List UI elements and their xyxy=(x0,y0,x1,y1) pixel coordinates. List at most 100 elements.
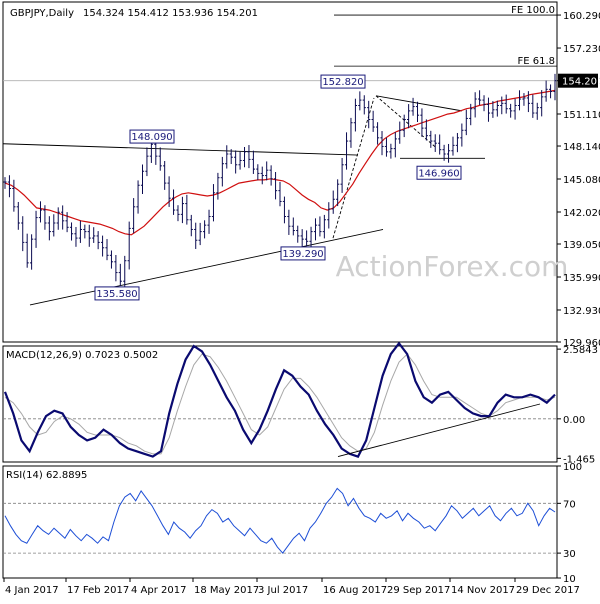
y-tick-label: 142.020 xyxy=(563,208,600,219)
x-tick-label: 17 Feb 2017 xyxy=(67,585,129,596)
price-bar xyxy=(220,156,224,187)
price-bar xyxy=(176,205,180,222)
price-bar xyxy=(242,146,247,168)
price-bar xyxy=(56,207,60,230)
price-bar xyxy=(318,216,322,237)
chart-title: GBPJPY,Daily xyxy=(10,8,74,19)
swing-annotation-label: 152.820 xyxy=(322,77,363,88)
swing-annotation-label: 135.580 xyxy=(96,289,137,300)
price-bar xyxy=(202,220,207,239)
price-bar xyxy=(211,184,216,222)
price-bar xyxy=(260,166,264,185)
price-bar xyxy=(207,209,211,234)
price-bar xyxy=(393,132,397,158)
x-tick-label: 18 May 2017 xyxy=(194,585,259,596)
price-bar xyxy=(500,96,504,115)
price-bar xyxy=(282,196,287,224)
price-bar xyxy=(429,130,433,148)
x-tick-label: 29 Sep 2017 xyxy=(387,585,450,596)
price-bar xyxy=(78,220,83,243)
y-tick-label: 135.990 xyxy=(563,273,600,284)
swing-annotation: 146.960 xyxy=(416,165,462,180)
price-bar xyxy=(442,144,446,161)
y-tick-label: 160.290 xyxy=(563,11,600,22)
macd-title: MACD(12,26,9) 0.7023 0.5002 xyxy=(6,350,158,361)
price-bar xyxy=(433,134,437,152)
fib-level-label: FE 100.0 xyxy=(511,5,555,16)
macd-trendline xyxy=(337,403,541,458)
x-tick-label: 4 Jan 2017 xyxy=(5,585,59,596)
price-bar xyxy=(234,150,238,174)
macd-line xyxy=(3,341,556,458)
price-bar xyxy=(216,172,220,200)
price-bar xyxy=(482,95,486,112)
price-bar xyxy=(145,147,149,177)
last-price-label: 154.201 xyxy=(562,77,600,88)
price-bar xyxy=(127,221,131,270)
price-bar xyxy=(132,198,136,234)
price-bar xyxy=(371,110,375,132)
price-bar xyxy=(469,103,473,126)
price-bar xyxy=(296,225,300,243)
price-bar xyxy=(163,161,167,190)
price-bar xyxy=(7,175,12,198)
y-tick-label: 100 xyxy=(563,462,582,473)
price-bar xyxy=(344,132,349,170)
price-bar xyxy=(65,212,69,233)
last-price-badge: 154.201 xyxy=(558,73,600,88)
swing-annotation-label: 146.960 xyxy=(418,168,459,179)
price-bar xyxy=(74,226,78,247)
y-tick-label: -1.465 xyxy=(563,454,595,465)
price-bar xyxy=(424,119,428,141)
price-bar xyxy=(398,121,402,144)
price-bar xyxy=(375,122,380,145)
y-tick-label: 129.960 xyxy=(563,338,600,349)
price-bar xyxy=(238,151,242,170)
price-bar xyxy=(3,177,7,189)
swing-annotation-label: 139.290 xyxy=(282,249,323,260)
price-bar xyxy=(415,101,420,122)
price-bar xyxy=(517,90,522,111)
price-bar xyxy=(229,149,233,165)
price-bar xyxy=(12,179,16,212)
price-bar xyxy=(327,202,331,229)
price-bar xyxy=(100,235,105,257)
price-bar xyxy=(92,227,96,243)
price-panel-frame xyxy=(2,1,558,343)
price-bar xyxy=(43,205,47,230)
price-bar xyxy=(420,108,424,137)
price-bar xyxy=(34,210,38,248)
price-bar xyxy=(460,123,464,147)
x-axis: 4 Jan 2017 17 Feb 2017 4 Apr 2017 18 May 20… xyxy=(3,578,580,596)
price-bar xyxy=(504,94,508,114)
price-bar xyxy=(402,114,406,138)
price-bar xyxy=(389,143,393,159)
price-bar xyxy=(322,214,326,239)
price-bar xyxy=(105,239,109,261)
x-tick-label: 3 Jul 2017 xyxy=(258,585,308,596)
fib-level-label: FE 61.8 xyxy=(517,56,555,67)
price-bar xyxy=(114,255,118,282)
price-bar xyxy=(189,214,193,237)
price-bar xyxy=(256,164,260,181)
trendline-upper-resistance xyxy=(2,143,359,156)
ohlc-readout: 154.324 154.412 153.936 154.201 xyxy=(83,8,258,19)
rsi-line xyxy=(4,487,556,554)
price-bar xyxy=(198,222,202,246)
price-panel: FE 100.0 FE 61.8 152.820 148.090 146.960 139.… xyxy=(2,1,600,349)
price-bar xyxy=(486,97,491,122)
rsi-title: RSI(14) 62.8895 xyxy=(6,470,87,481)
x-tick-label: 4 Apr 2017 xyxy=(131,585,186,596)
price-bar xyxy=(269,165,273,186)
price-bar xyxy=(52,214,56,237)
price-bar xyxy=(305,230,309,247)
price-bar xyxy=(30,234,34,270)
price-bar xyxy=(287,209,291,235)
y-tick-label: 145.080 xyxy=(563,175,600,186)
price-bar xyxy=(180,196,185,224)
price-bar xyxy=(225,145,229,169)
y-tick-label: 148.140 xyxy=(563,142,600,153)
y-tick-label: 157.230 xyxy=(563,44,600,55)
price-bar xyxy=(446,143,451,163)
